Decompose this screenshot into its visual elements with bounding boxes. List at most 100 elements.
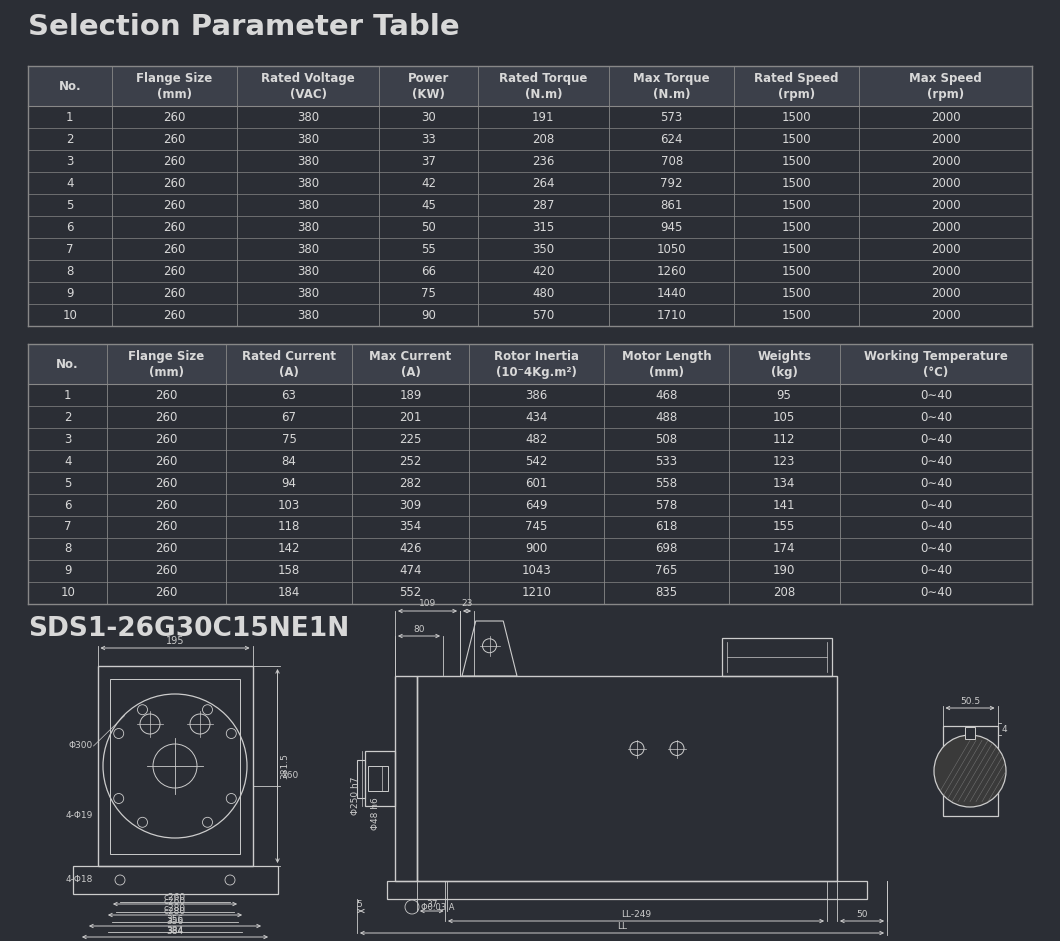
Text: 482: 482 (525, 433, 548, 445)
Text: 765: 765 (655, 565, 677, 578)
Text: 558: 558 (655, 476, 677, 489)
Text: (mm): (mm) (149, 365, 184, 378)
Text: 356: 356 (166, 915, 183, 924)
Text: 4: 4 (64, 455, 71, 468)
Text: 3: 3 (66, 154, 73, 167)
Text: 542: 542 (525, 455, 548, 468)
Text: (A): (A) (279, 365, 299, 378)
Text: 380: 380 (297, 199, 319, 212)
Text: 236: 236 (532, 154, 554, 167)
Text: Rated Speed: Rated Speed (755, 72, 838, 85)
Text: 384: 384 (166, 927, 183, 936)
Text: 184: 184 (278, 586, 300, 599)
Text: 208: 208 (773, 586, 795, 599)
Text: 570: 570 (532, 309, 554, 322)
Text: 0∼40: 0∼40 (920, 389, 952, 402)
Text: 480: 480 (532, 286, 554, 299)
Bar (942, 726, 997, 816)
Text: SDS1-26G30C15NE1N: SDS1-26G30C15NE1N (28, 616, 349, 642)
Text: 134: 134 (773, 476, 795, 489)
Text: 142: 142 (278, 543, 300, 555)
Text: 601: 601 (525, 476, 548, 489)
Text: 0∼40: 0∼40 (920, 433, 952, 445)
Text: 0∼40: 0∼40 (920, 410, 952, 423)
Text: 1043: 1043 (522, 565, 551, 578)
Text: 50.5: 50.5 (960, 697, 980, 706)
Text: 380: 380 (297, 286, 319, 299)
Text: 861: 861 (660, 199, 683, 212)
Text: (kg): (kg) (771, 365, 797, 378)
Text: 190: 190 (773, 565, 795, 578)
Text: (mm): (mm) (649, 365, 684, 378)
Text: 67: 67 (282, 410, 297, 423)
Text: 50: 50 (856, 910, 868, 919)
Text: 2: 2 (66, 133, 73, 146)
Text: 118: 118 (278, 520, 300, 534)
Text: c280: c280 (164, 907, 187, 916)
Text: 75: 75 (421, 286, 436, 299)
Text: 260: 260 (163, 309, 186, 322)
Bar (395, 676, 417, 881)
Text: Rated Current: Rated Current (242, 349, 336, 362)
Text: 1500: 1500 (782, 177, 812, 189)
Text: 309: 309 (400, 499, 422, 512)
Text: 474: 474 (400, 565, 422, 578)
Text: Max Current: Max Current (370, 349, 452, 362)
Text: 260: 260 (163, 133, 186, 146)
Text: 63: 63 (282, 389, 297, 402)
Text: 1500: 1500 (782, 286, 812, 299)
Text: 260: 260 (155, 389, 178, 402)
Text: 426: 426 (400, 543, 422, 555)
Text: 208: 208 (532, 133, 554, 146)
Bar (110, 678, 240, 853)
Text: 94: 94 (282, 476, 297, 489)
Text: 624: 624 (660, 133, 683, 146)
Text: 1050: 1050 (657, 243, 687, 256)
Text: 4-Φ18: 4-Φ18 (65, 875, 92, 885)
Text: 282: 282 (400, 476, 422, 489)
Text: 649: 649 (525, 499, 548, 512)
Text: 386: 386 (525, 389, 547, 402)
Text: 2000: 2000 (931, 286, 960, 299)
Text: 112: 112 (773, 433, 795, 445)
Text: 95: 95 (777, 389, 792, 402)
Text: 0∼40: 0∼40 (920, 476, 952, 489)
Text: Weights: Weights (757, 349, 811, 362)
Text: 105: 105 (773, 410, 795, 423)
Text: 155: 155 (773, 520, 795, 534)
Text: 350: 350 (532, 243, 554, 256)
Text: 4: 4 (1002, 725, 1007, 733)
Text: Φ300: Φ300 (68, 742, 92, 751)
Text: 37: 37 (421, 154, 436, 167)
Text: 1500: 1500 (782, 264, 812, 278)
Text: 80: 80 (413, 625, 425, 634)
Text: 158: 158 (278, 565, 300, 578)
Text: 201: 201 (400, 410, 422, 423)
Bar (357, 759, 365, 798)
Bar (387, 881, 867, 899)
Text: 2000: 2000 (931, 220, 960, 233)
Text: 252: 252 (400, 455, 422, 468)
Text: 6: 6 (66, 220, 73, 233)
Text: 2000: 2000 (931, 133, 960, 146)
Text: Flange Size: Flange Size (136, 72, 212, 85)
Text: Power: Power (408, 72, 449, 85)
Text: 1260: 1260 (657, 264, 687, 278)
Text: 835: 835 (655, 586, 677, 599)
Text: 90: 90 (421, 309, 436, 322)
Text: 10: 10 (60, 586, 75, 599)
Text: 1710: 1710 (657, 309, 687, 322)
Text: 380: 380 (297, 154, 319, 167)
Text: 945: 945 (660, 220, 683, 233)
Text: 1: 1 (66, 110, 73, 123)
Text: 1500: 1500 (782, 220, 812, 233)
Text: 42: 42 (421, 177, 436, 189)
Text: 189: 189 (400, 389, 422, 402)
Text: 618: 618 (655, 520, 677, 534)
Text: 9: 9 (66, 286, 73, 299)
Text: (VAC): (VAC) (289, 88, 326, 101)
Text: 552: 552 (400, 586, 422, 599)
Text: 578: 578 (655, 499, 677, 512)
Text: 260: 260 (155, 520, 178, 534)
Text: (N.m): (N.m) (525, 88, 562, 101)
